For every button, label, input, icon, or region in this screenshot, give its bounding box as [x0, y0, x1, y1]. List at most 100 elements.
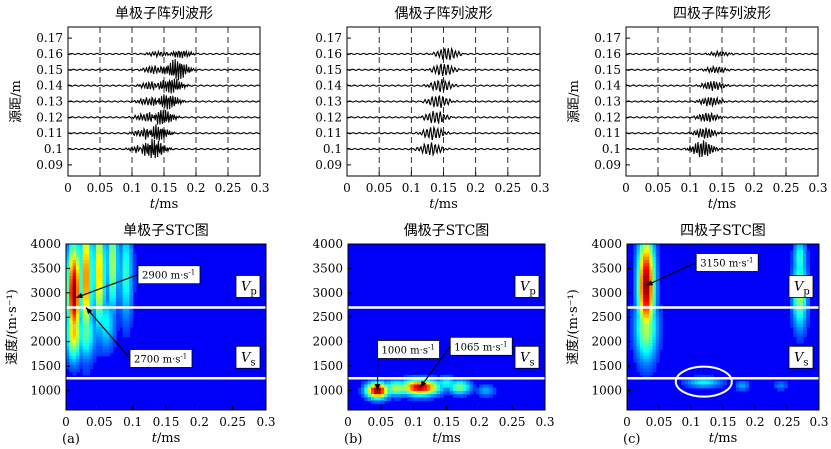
heat-cell — [86, 279, 90, 283]
heat-cell — [79, 349, 84, 354]
heat-cell — [106, 247, 110, 251]
x-tick-label: 0.05 — [87, 181, 114, 195]
heat-cell — [86, 272, 90, 277]
heat-cell — [126, 272, 130, 277]
heat-cell — [659, 317, 663, 322]
heat-cell — [99, 272, 104, 277]
heat-cell — [646, 317, 650, 322]
y-tick-label: 0.1 — [602, 142, 621, 156]
heat-cell — [646, 358, 650, 363]
heat-cell — [66, 317, 70, 322]
heat-cell — [649, 320, 654, 325]
heat-cell — [456, 378, 461, 382]
heat-cell — [82, 285, 87, 290]
heat-cell — [636, 317, 641, 322]
heat-cell — [122, 279, 127, 283]
heat-cell — [397, 394, 402, 398]
heat-cell — [377, 387, 382, 392]
heat-cell — [790, 272, 794, 277]
heat-cell — [426, 374, 431, 379]
x-tick-label: 0.3 — [535, 415, 554, 429]
heat-cell — [66, 323, 70, 328]
heat-cell — [66, 295, 70, 299]
heat-cell — [122, 256, 127, 261]
heat-cell — [112, 295, 117, 299]
heat-cell — [99, 266, 104, 271]
heat-cell — [69, 279, 74, 283]
heat-cell — [649, 333, 654, 338]
heat-cell — [82, 266, 87, 271]
heat-cell — [793, 253, 798, 258]
heat-cell — [367, 390, 372, 395]
heat-cell — [472, 384, 477, 389]
heat-cell — [72, 346, 77, 350]
heat-cell — [72, 288, 77, 293]
heat-cell — [646, 346, 650, 350]
heat-cell — [636, 320, 641, 325]
heat-cell — [652, 314, 657, 319]
heat-cell — [639, 272, 644, 277]
heat-cell — [112, 250, 117, 255]
heat-cell — [456, 390, 461, 395]
heat-cell — [384, 387, 388, 392]
heat-cell — [82, 269, 87, 274]
heat-cell — [643, 355, 647, 360]
heat-cell — [109, 285, 114, 290]
heat-cell — [639, 301, 644, 306]
heat-cell — [636, 311, 641, 315]
heat-cell — [116, 263, 120, 267]
heat-cell — [479, 384, 484, 389]
heat-cell — [806, 301, 810, 306]
heat-cell — [466, 381, 471, 386]
heat-cell — [89, 250, 94, 255]
heat-cell — [82, 282, 87, 287]
heat-cell — [806, 317, 810, 322]
heat-cell — [790, 253, 794, 258]
heat-cell — [443, 384, 448, 389]
heat-cell — [122, 253, 127, 258]
heat-cell — [639, 298, 644, 303]
heat-cell — [96, 244, 100, 248]
x-tick-label: 0.05 — [645, 181, 672, 195]
heat-cell — [416, 381, 421, 386]
heat-cell — [439, 387, 444, 392]
heat-cell — [793, 327, 798, 331]
heat-cell — [646, 295, 650, 299]
heat-cell — [652, 295, 657, 299]
heat-cell — [129, 295, 134, 299]
heat-cell — [357, 390, 362, 395]
annotation-arrowhead — [374, 384, 381, 391]
heat-cell — [99, 346, 104, 350]
y-tick-label: 1500 — [591, 359, 622, 373]
velocity-label-box — [514, 275, 540, 298]
x-tick-label: 0.1 — [402, 181, 421, 195]
heat-cell — [69, 336, 74, 341]
heat-cell — [649, 330, 654, 334]
heat-cell — [655, 358, 660, 363]
heat-cell — [92, 330, 97, 334]
heat-cell — [102, 349, 107, 354]
x-tick-label: 0.25 — [499, 415, 526, 429]
heat-cell — [96, 291, 100, 296]
heat-cell — [132, 279, 137, 283]
heat-cell — [646, 371, 650, 376]
heat-cell — [639, 275, 644, 280]
waveform-trace — [347, 95, 540, 109]
heat-cell — [380, 378, 385, 382]
heat-cell — [79, 266, 84, 271]
heat-cell — [466, 387, 471, 392]
heat-cell — [79, 259, 84, 264]
heat-cell — [630, 320, 634, 325]
heat-cell — [66, 301, 70, 306]
heat-cell — [72, 314, 77, 319]
heat-cell — [489, 384, 494, 389]
heat-cell — [803, 320, 807, 325]
heat-cell — [639, 355, 644, 360]
panel-top-left: 0 0.05 0.1 0.15 0.2 0.25 0.30.090.10.110.120.1… — [9, 6, 270, 212]
heat-cell — [799, 327, 804, 331]
heat-cell — [630, 317, 634, 322]
heat-cell — [482, 387, 487, 392]
heat-cell — [79, 269, 84, 274]
heat-cell — [112, 320, 117, 325]
